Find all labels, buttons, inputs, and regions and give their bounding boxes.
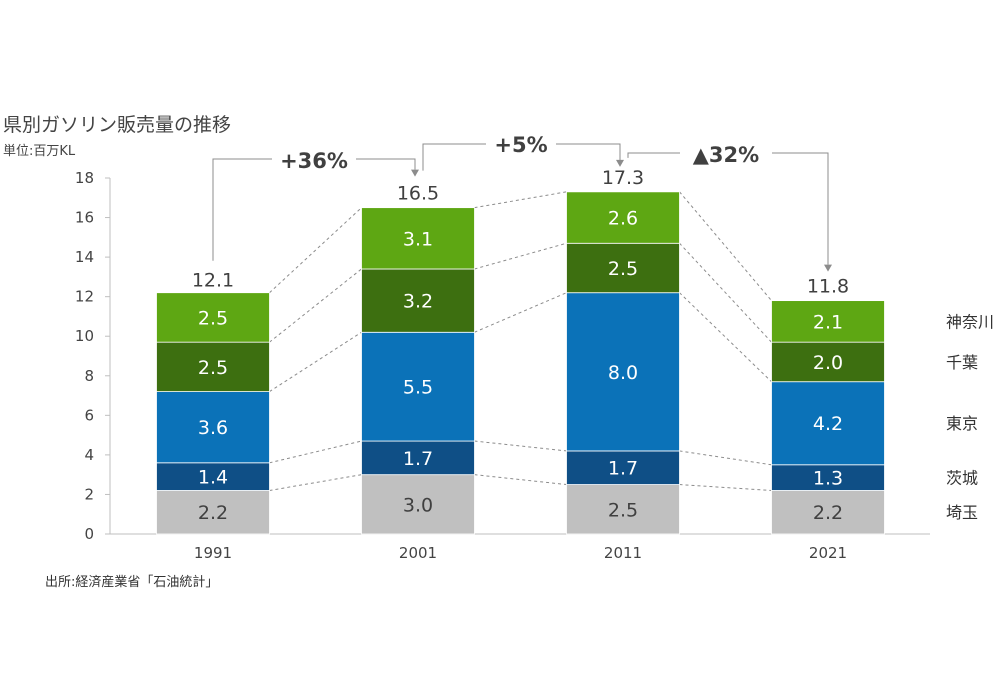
total-label: 17.3 bbox=[602, 167, 644, 189]
bar-value-label: 2.5 bbox=[198, 357, 228, 379]
bar-value-label: 2.6 bbox=[608, 208, 638, 230]
bar-segment bbox=[771, 464, 885, 491]
connector-line bbox=[474, 191, 567, 209]
change-label-bg bbox=[680, 141, 772, 165]
y-tick-label: 18 bbox=[75, 169, 94, 187]
x-tick-label: 1991 bbox=[194, 544, 232, 562]
bar-value-label: 1.7 bbox=[608, 458, 638, 480]
bar-value-label: 3.0 bbox=[403, 494, 433, 516]
bar-value-label: 2.2 bbox=[813, 502, 843, 524]
bar-segment bbox=[771, 490, 885, 535]
y-tick-label: 10 bbox=[75, 327, 94, 345]
total-label: 11.8 bbox=[807, 276, 849, 298]
legend-label: 茨城 bbox=[946, 469, 978, 488]
bar-value-label: 2.2 bbox=[198, 502, 228, 524]
connector-line bbox=[269, 440, 362, 464]
bar-value-label: 2.5 bbox=[198, 307, 228, 329]
bar-segment bbox=[566, 242, 680, 294]
connector-line bbox=[474, 292, 567, 333]
y-tick-label: 14 bbox=[75, 248, 94, 266]
bar-segment bbox=[771, 341, 885, 383]
x-tick-label: 2001 bbox=[399, 544, 437, 562]
connector-line bbox=[474, 474, 567, 486]
bar-segment bbox=[361, 268, 475, 333]
connector-line bbox=[269, 268, 362, 343]
x-tick-label: 2021 bbox=[809, 544, 847, 562]
y-tick-label: 6 bbox=[84, 406, 94, 424]
total-label: 12.1 bbox=[192, 270, 234, 292]
connector-line bbox=[679, 450, 772, 466]
bar-segment bbox=[156, 490, 270, 535]
connector-line bbox=[679, 242, 772, 343]
legend-label: 神奈川 bbox=[946, 312, 994, 331]
bar-value-label: 2.0 bbox=[813, 352, 843, 374]
connector-line bbox=[474, 242, 567, 270]
bar-segment bbox=[771, 300, 885, 343]
bar-value-label: 5.5 bbox=[403, 377, 433, 399]
bar-value-label: 3.2 bbox=[403, 291, 433, 313]
bar-value-label: 4.2 bbox=[813, 413, 843, 435]
bar-segment bbox=[361, 474, 475, 535]
bar-segment bbox=[361, 440, 475, 476]
bar-segment bbox=[566, 484, 680, 535]
legend-label: 千葉 bbox=[946, 353, 978, 372]
change-arrow-head bbox=[616, 159, 624, 167]
change-label: +36% bbox=[280, 149, 348, 173]
connector-line bbox=[474, 440, 567, 452]
y-tick-label: 12 bbox=[75, 288, 94, 306]
connector-line bbox=[679, 191, 772, 301]
bar-value-label: 2.5 bbox=[608, 499, 638, 521]
bar-value-label: 8.0 bbox=[608, 362, 638, 384]
bar-value-label: 2.1 bbox=[813, 311, 843, 333]
source-note: 出所:経済産業省「石油統計」 bbox=[45, 575, 219, 590]
y-tick-label: 4 bbox=[84, 446, 94, 464]
bar-segment bbox=[156, 341, 270, 392]
connector-line bbox=[269, 474, 362, 491]
connector-line bbox=[679, 292, 772, 383]
bar-segment bbox=[156, 292, 270, 343]
connector-line bbox=[269, 331, 362, 393]
unit-label: 単位:百万KL bbox=[3, 144, 76, 159]
y-tick-label: 8 bbox=[84, 367, 94, 385]
legend-label: 東京 bbox=[946, 414, 978, 433]
bar-segment bbox=[771, 381, 885, 466]
x-tick-label: 2011 bbox=[604, 544, 642, 562]
change-label-bg bbox=[486, 132, 556, 156]
bar-segment bbox=[361, 331, 475, 442]
connector-line bbox=[269, 207, 362, 294]
bar-segment bbox=[361, 207, 475, 270]
bar-value-label: 1.7 bbox=[403, 448, 433, 470]
bar-value-label: 1.4 bbox=[198, 467, 228, 489]
bar-segment bbox=[566, 292, 680, 452]
change-label: ▲32% bbox=[693, 143, 759, 167]
bar-segment bbox=[566, 450, 680, 485]
total-label: 16.5 bbox=[397, 183, 439, 205]
y-tick-label: 16 bbox=[75, 209, 94, 227]
y-tick-label: 2 bbox=[84, 485, 94, 503]
bar-value-label: 3.1 bbox=[403, 228, 433, 250]
connector-line bbox=[679, 484, 772, 491]
legend-label: 埼玉 bbox=[946, 503, 978, 522]
change-label-bg bbox=[272, 148, 356, 172]
change-arrow-head bbox=[824, 264, 832, 272]
bar-value-label: 2.5 bbox=[608, 258, 638, 280]
bar-value-label: 3.6 bbox=[198, 417, 228, 439]
change-arrow-head bbox=[411, 169, 419, 177]
y-tick-label: 0 bbox=[84, 525, 94, 543]
bar-value-label: 1.3 bbox=[813, 468, 843, 490]
bar-segment bbox=[566, 191, 680, 244]
chart-title: 県別ガソリン販売量の推移 bbox=[3, 114, 232, 136]
change-label: +5% bbox=[494, 133, 547, 157]
